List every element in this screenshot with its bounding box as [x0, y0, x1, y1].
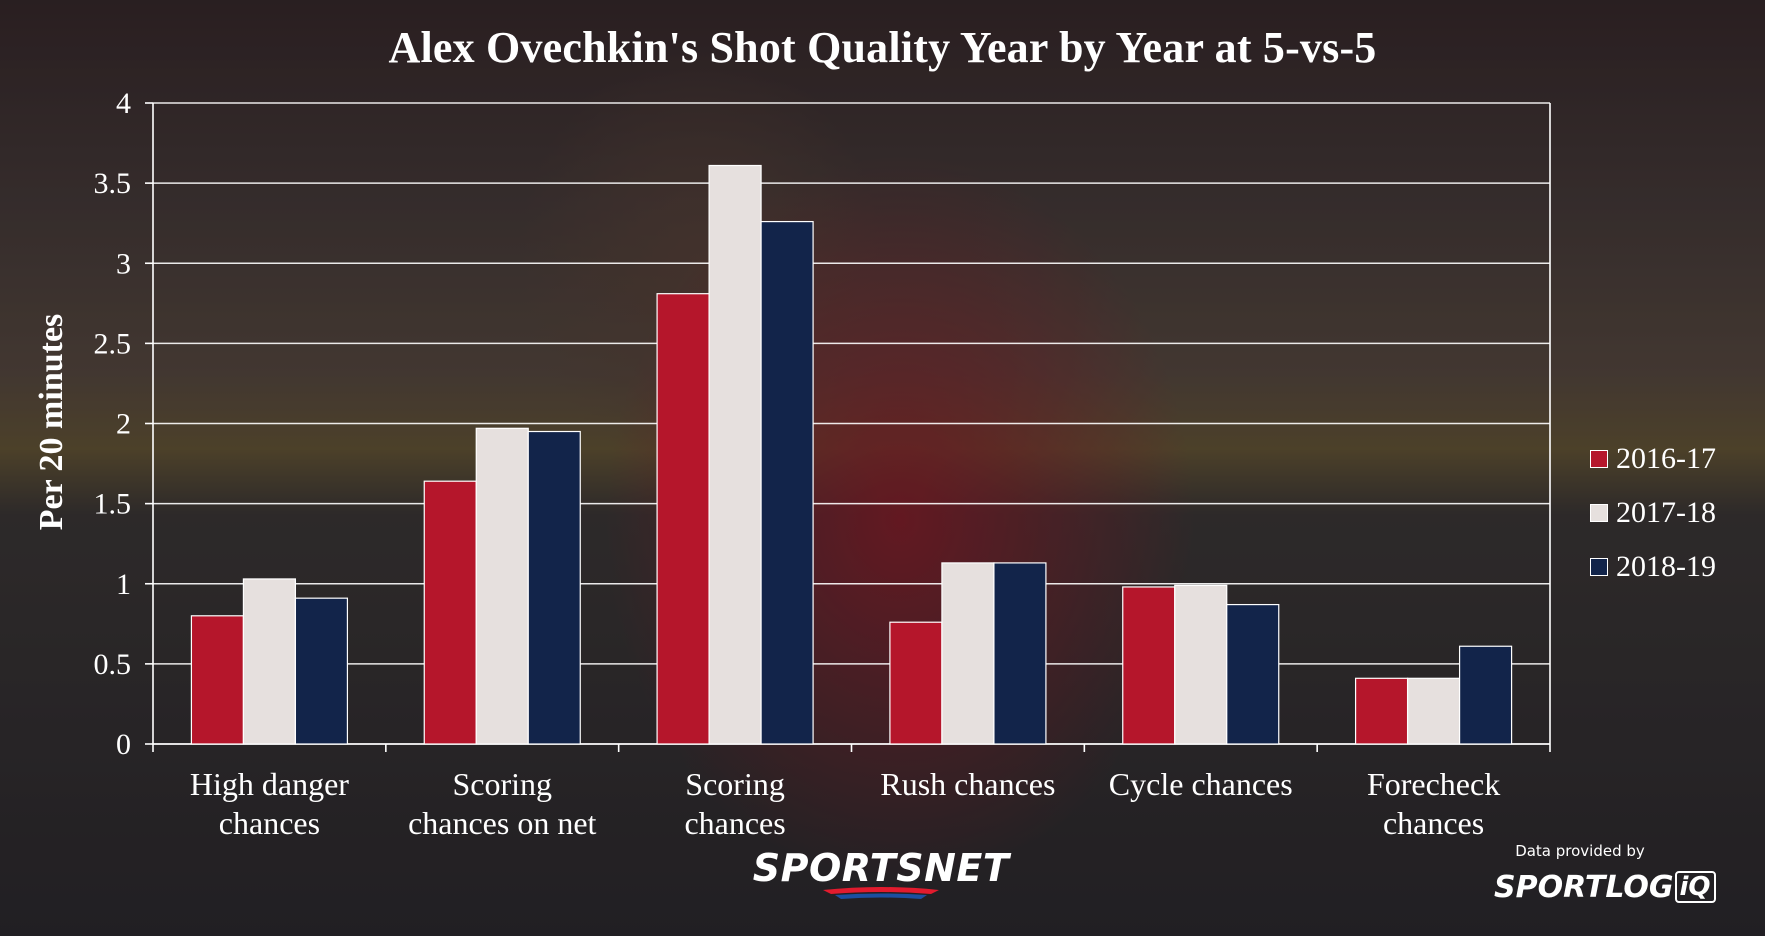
bar-2018-19 [294, 597, 349, 745]
bar-2017-18 [475, 427, 529, 745]
bar-2017-18 [1406, 677, 1461, 745]
x-tick-label: Rush chances [880, 766, 1055, 802]
sportlogiq-logo: SPORTLOG iQ [1494, 869, 1716, 905]
bar-2016-17 [1354, 677, 1409, 745]
x-tick-label: High danger [190, 766, 349, 802]
chart-title: Alex Ovechkin's Shot Quality Year by Yea… [388, 23, 1377, 72]
legend-swatch-2018-19 [1590, 558, 1608, 576]
bar-2017-18 [708, 164, 762, 745]
y-tick-label: 3 [116, 247, 131, 280]
y-tick-label: 3.5 [94, 167, 132, 200]
legend-label: 2016-17 [1616, 442, 1716, 475]
bar-2018-19 [760, 220, 814, 745]
legend-label: 2017-18 [1616, 496, 1716, 529]
sportsnet-wordmark: SPORTSNET [752, 846, 1010, 890]
bar-2016-17 [1122, 586, 1176, 745]
bar-2016-17 [423, 480, 477, 745]
x-tick-label: Cycle chances [1109, 766, 1293, 802]
sportlogiq-wordmark: SPORTLOG [1494, 869, 1674, 905]
bar-2016-17 [190, 615, 245, 745]
y-tick-label: 0.5 [94, 648, 132, 681]
x-tick-label: Forecheck [1367, 766, 1500, 802]
legend-swatch-2017-18 [1590, 504, 1608, 522]
data-credit: Data provided by [1515, 842, 1645, 860]
x-tick-label: chances [1383, 805, 1484, 841]
bar-2016-17 [889, 621, 943, 745]
legend: 2016-17 2017-18 2018-19 [1590, 432, 1716, 594]
sportsnet-swoosh-icon [823, 887, 939, 899]
bar-2016-17 [656, 293, 710, 745]
x-tick-label: chances [684, 805, 785, 841]
x-tick-label: Scoring [685, 766, 785, 802]
y-tick-label: 1 [116, 568, 131, 601]
x-tick-label: chances [219, 805, 320, 841]
y-tick-label: 1.5 [94, 488, 132, 521]
y-tick-label: 2.5 [94, 327, 132, 360]
bar-2017-18 [941, 562, 995, 745]
legend-item-2016-17: 2016-17 [1590, 432, 1716, 486]
sportlogiq-iq-badge: iQ [1674, 871, 1716, 903]
x-tick-label: Scoring [452, 766, 552, 802]
legend-swatch-2016-17 [1590, 450, 1608, 468]
x-tick-label: chances on net [408, 805, 596, 841]
bar-2018-19 [1226, 603, 1280, 745]
sportsnet-logo: SPORTSNET [726, 846, 1036, 900]
legend-label: 2018-19 [1616, 550, 1716, 583]
bar-2017-18 [242, 578, 297, 745]
legend-item-2017-18: 2017-18 [1590, 486, 1716, 540]
y-tick-label: 4 [116, 87, 131, 120]
y-tick-label: 0 [116, 728, 131, 761]
legend-item-2018-19: 2018-19 [1590, 540, 1716, 594]
bar-2018-19 [527, 430, 581, 745]
bar-2017-18 [1174, 584, 1228, 745]
y-tick-label: 2 [116, 408, 131, 441]
bar-2018-19 [1458, 645, 1513, 745]
bar-2018-19 [993, 562, 1047, 745]
